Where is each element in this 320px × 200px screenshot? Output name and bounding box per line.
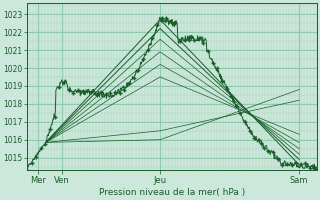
X-axis label: Pression niveau de la mer( hPa ): Pression niveau de la mer( hPa ) xyxy=(99,188,245,197)
